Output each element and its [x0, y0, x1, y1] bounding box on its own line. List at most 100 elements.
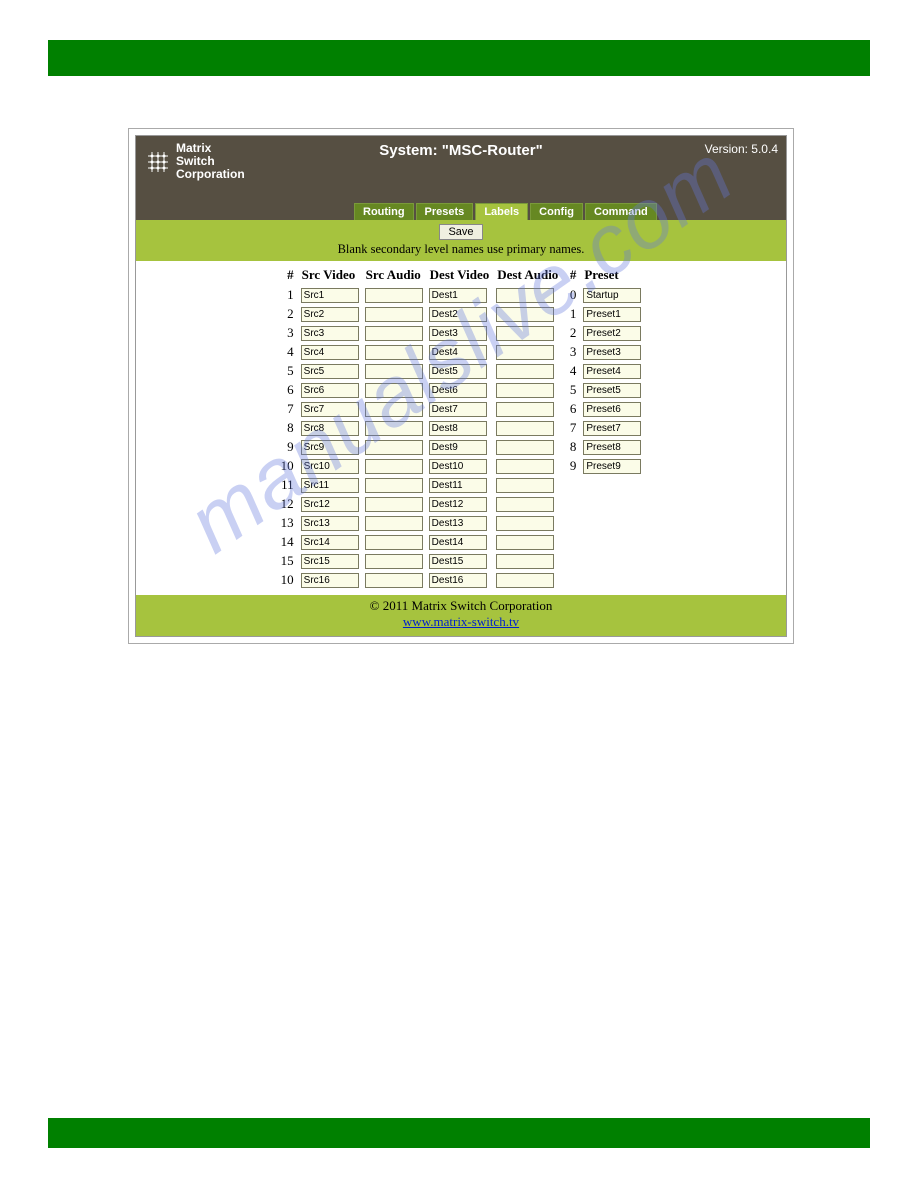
empty-cell	[580, 551, 644, 570]
src-audio-input[interactable]	[365, 459, 423, 474]
src-video-input[interactable]	[301, 421, 359, 436]
src-audio-input[interactable]	[365, 440, 423, 455]
src-audio-input[interactable]	[365, 554, 423, 569]
src-video-input[interactable]	[301, 554, 359, 569]
screenshot-outer-frame: System: "MSC-Router" Version: 5.0.4	[128, 128, 794, 644]
dest-video-input[interactable]	[429, 554, 487, 569]
preset-input[interactable]	[583, 402, 641, 417]
col-src-video: Src Video	[298, 265, 362, 285]
dest-audio-input[interactable]	[496, 421, 554, 436]
tab-routing[interactable]: Routing	[354, 203, 414, 220]
tab-presets[interactable]: Presets	[416, 203, 474, 220]
dest-audio-input[interactable]	[496, 478, 554, 493]
dest-audio-input[interactable]	[496, 288, 554, 303]
dest-audio-input[interactable]	[496, 402, 554, 417]
src-video-input[interactable]	[301, 288, 359, 303]
dest-video-input[interactable]	[429, 440, 487, 455]
src-audio-input[interactable]	[365, 402, 423, 417]
col-dest-video: Dest Video	[426, 265, 494, 285]
dest-audio-input[interactable]	[496, 535, 554, 550]
src-audio-input[interactable]	[365, 497, 423, 512]
dest-video-input[interactable]	[429, 497, 487, 512]
row-number: 15	[278, 551, 298, 570]
page-top-bar	[48, 40, 870, 76]
dest-video-input[interactable]	[429, 288, 487, 303]
src-audio-input[interactable]	[365, 345, 423, 360]
tab-config[interactable]: Config	[530, 203, 583, 220]
dest-video-input[interactable]	[429, 364, 487, 379]
preset-input[interactable]	[583, 288, 641, 303]
src-video-input[interactable]	[301, 402, 359, 417]
dest-video-input[interactable]	[429, 421, 487, 436]
preset-input[interactable]	[583, 383, 641, 398]
src-audio-input[interactable]	[365, 307, 423, 322]
src-audio-input[interactable]	[365, 573, 423, 588]
table-row: 109	[278, 456, 645, 475]
dest-audio-input[interactable]	[496, 440, 554, 455]
dest-audio-input[interactable]	[496, 364, 554, 379]
row-number: 14	[278, 532, 298, 551]
dest-audio-input[interactable]	[496, 516, 554, 531]
dest-audio-input[interactable]	[496, 459, 554, 474]
src-audio-input[interactable]	[365, 516, 423, 531]
dest-video-input[interactable]	[429, 402, 487, 417]
preset-input[interactable]	[583, 307, 641, 322]
dest-video-input[interactable]	[429, 573, 487, 588]
src-video-input[interactable]	[301, 440, 359, 455]
src-audio-input[interactable]	[365, 421, 423, 436]
preset-input[interactable]	[583, 421, 641, 436]
dest-audio-input[interactable]	[496, 345, 554, 360]
dest-video-input[interactable]	[429, 383, 487, 398]
dest-video-input[interactable]	[429, 535, 487, 550]
src-video-input[interactable]	[301, 364, 359, 379]
table-row: 14	[278, 532, 645, 551]
cell	[362, 323, 426, 342]
dest-audio-input[interactable]	[496, 326, 554, 341]
dest-video-input[interactable]	[429, 326, 487, 341]
dest-video-input[interactable]	[429, 345, 487, 360]
src-video-input[interactable]	[301, 459, 359, 474]
src-video-input[interactable]	[301, 307, 359, 322]
preset-input[interactable]	[583, 364, 641, 379]
dest-audio-input[interactable]	[496, 383, 554, 398]
save-button[interactable]: Save	[439, 224, 482, 240]
preset-number: 2	[562, 323, 580, 342]
src-audio-input[interactable]	[365, 535, 423, 550]
dest-video-input[interactable]	[429, 459, 487, 474]
dest-audio-input[interactable]	[496, 497, 554, 512]
cell	[493, 304, 562, 323]
cell	[493, 323, 562, 342]
src-audio-input[interactable]	[365, 383, 423, 398]
src-video-input[interactable]	[301, 573, 359, 588]
src-video-input[interactable]	[301, 478, 359, 493]
preset-input[interactable]	[583, 326, 641, 341]
src-video-input[interactable]	[301, 497, 359, 512]
dest-audio-input[interactable]	[496, 307, 554, 322]
version-label: Version: 5.0.4	[705, 142, 778, 156]
cell	[493, 361, 562, 380]
src-audio-input[interactable]	[365, 478, 423, 493]
preset-input[interactable]	[583, 345, 641, 360]
tab-labels[interactable]: Labels	[475, 203, 528, 220]
src-audio-input[interactable]	[365, 364, 423, 379]
tab-command[interactable]: Command	[585, 203, 657, 220]
src-audio-input[interactable]	[365, 326, 423, 341]
src-video-input[interactable]	[301, 383, 359, 398]
system-title: System: "MSC-Router"	[136, 142, 786, 159]
dest-video-input[interactable]	[429, 307, 487, 322]
src-video-input[interactable]	[301, 326, 359, 341]
src-video-input[interactable]	[301, 535, 359, 550]
src-video-input[interactable]	[301, 345, 359, 360]
col-num: #	[278, 265, 298, 285]
preset-input[interactable]	[583, 440, 641, 455]
dest-audio-input[interactable]	[496, 573, 554, 588]
dest-video-input[interactable]	[429, 516, 487, 531]
src-video-input[interactable]	[301, 516, 359, 531]
preset-input[interactable]	[583, 459, 641, 474]
src-audio-input[interactable]	[365, 288, 423, 303]
dest-audio-input[interactable]	[496, 554, 554, 569]
preset-number: 1	[562, 304, 580, 323]
footer-link[interactable]: www.matrix-switch.tv	[403, 614, 519, 629]
empty-cell	[580, 494, 644, 513]
dest-video-input[interactable]	[429, 478, 487, 493]
